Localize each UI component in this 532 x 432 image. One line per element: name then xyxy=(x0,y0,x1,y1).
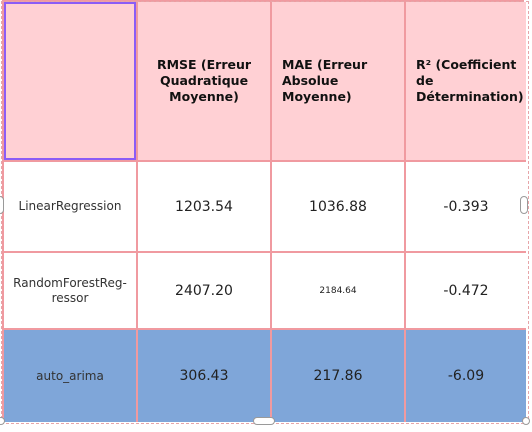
r2-value: -0.393 xyxy=(443,198,489,215)
r2-value: -0.472 xyxy=(443,282,489,299)
resize-handle-bottom-left[interactable] xyxy=(0,417,5,425)
row-label-cell[interactable]: auto_arima xyxy=(4,330,138,422)
rmse-value: 306.43 xyxy=(179,368,229,384)
header-r2-label: R² (Coefficient de Détermination) xyxy=(416,57,524,104)
rmse-value: 1203.54 xyxy=(175,198,233,215)
rmse-cell[interactable]: 306.43 xyxy=(138,330,272,422)
resize-handle-bottom[interactable] xyxy=(253,417,275,425)
mae-value: 217.86 xyxy=(313,368,363,384)
rmse-value: 2407.20 xyxy=(175,282,233,299)
resize-handle-right[interactable] xyxy=(520,196,528,214)
header-mae-cell[interactable]: MAE (Erreur Absolue Moyenne) xyxy=(272,2,406,162)
row-label-cell[interactable]: RandomForestReg-ressor xyxy=(4,253,138,330)
rmse-cell[interactable]: 2407.20 xyxy=(138,253,272,330)
resize-handle-bottom-right[interactable] xyxy=(522,417,530,425)
row-label: auto_arima xyxy=(36,368,104,383)
row-label: RandomForestReg-ressor xyxy=(13,275,127,305)
header-r2-cell[interactable]: R² (Coefficient de Détermination) xyxy=(406,2,526,162)
resize-handle-left[interactable] xyxy=(0,196,4,214)
mae-cell[interactable]: 1036.88 xyxy=(272,162,406,253)
r2-cell[interactable]: -0.393 xyxy=(406,162,526,253)
header-rmse-cell[interactable]: RMSE (Erreur Quadratique Moyenne) xyxy=(138,2,272,162)
row-label: LinearRegression xyxy=(18,199,122,213)
row-label-cell[interactable]: LinearRegression xyxy=(4,162,138,253)
header-rmse-label: RMSE (Erreur Quadratique Moyenne) xyxy=(156,57,252,104)
mae-cell[interactable]: 2184.64 xyxy=(272,253,406,330)
r2-value: -6.09 xyxy=(447,368,485,384)
r2-cell[interactable]: -6.09 xyxy=(406,330,526,422)
r2-cell[interactable]: -0.472 xyxy=(406,253,526,330)
mae-value: 1036.88 xyxy=(309,198,367,215)
mae-value: 2184.64 xyxy=(319,285,357,296)
metrics-table[interactable]: RMSE (Erreur Quadratique Moyenne) MAE (E… xyxy=(2,0,526,422)
rmse-cell[interactable]: 1203.54 xyxy=(138,162,272,253)
header-mae-label: MAE (Erreur Absolue Moyenne) xyxy=(282,57,368,104)
mae-cell[interactable]: 217.86 xyxy=(272,330,406,422)
header-corner-cell[interactable] xyxy=(4,2,138,162)
